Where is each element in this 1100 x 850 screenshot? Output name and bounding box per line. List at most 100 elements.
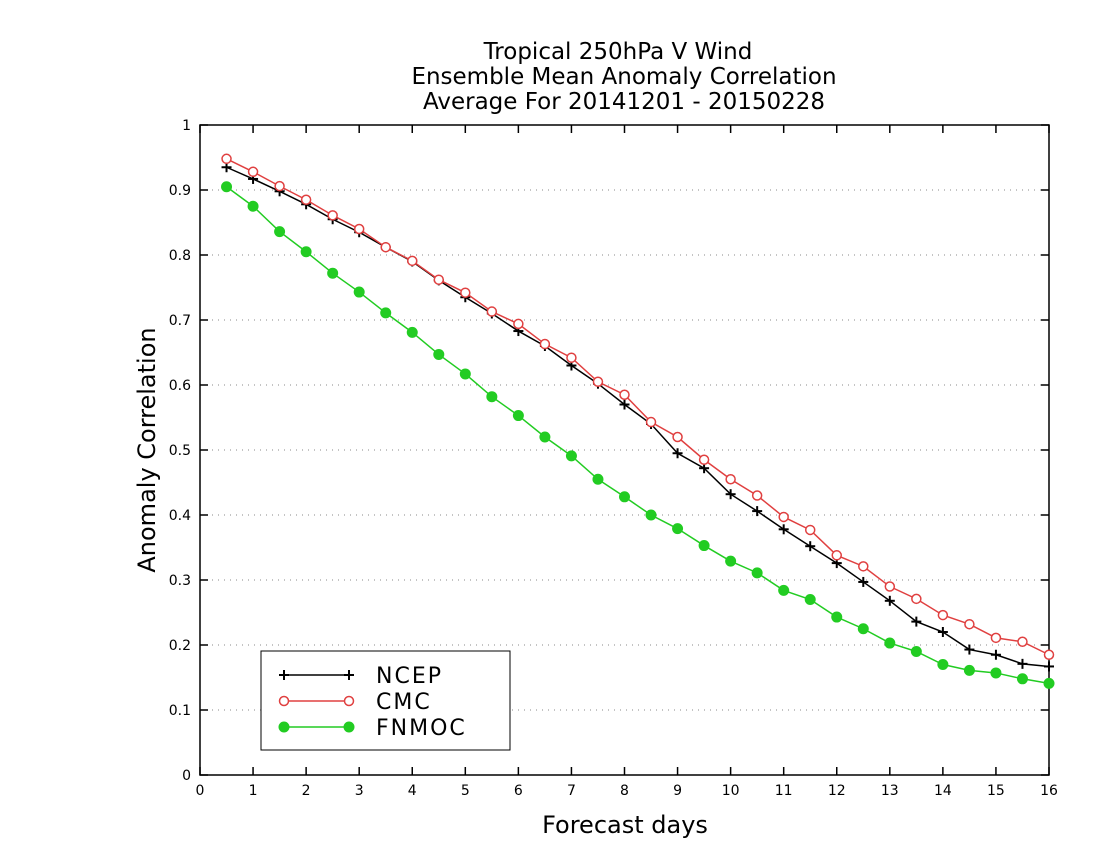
data-point-ncep [1017, 658, 1028, 669]
data-point-cmc [353, 223, 365, 235]
series-line-cmc [226, 158, 1050, 656]
chart-title-line-2: Ensemble Mean Anomaly Correlation [411, 64, 836, 90]
data-point-fnmoc [406, 326, 418, 338]
data-point-ncep [725, 489, 736, 500]
x-tick-label: 16 [1040, 783, 1058, 799]
y-tick-label: 0 [182, 768, 191, 784]
x-tick-label: 10 [722, 783, 740, 799]
data-point-fnmoc [1043, 677, 1055, 689]
x-axis: 0 1 2 3 4 5 6 7 8 9 10 11 12 13 14 15 16 [196, 125, 1058, 799]
data-point-fnmoc [565, 450, 577, 462]
data-point-ncep [778, 524, 789, 535]
data-point-fnmoc [698, 540, 710, 552]
y-tick-label: 0.9 [169, 183, 191, 199]
data-point-ncep [619, 399, 630, 410]
legend-marker-cmc [343, 695, 355, 707]
legend-marker-ncep [344, 670, 354, 680]
x-tick-label: 0 [196, 783, 205, 799]
data-point-fnmoc [857, 623, 869, 635]
data-point-fnmoc [247, 200, 259, 212]
data-point-fnmoc [619, 491, 630, 503]
data-point-ncep [990, 649, 1001, 660]
x-tick-label: 2 [302, 783, 311, 799]
data-point-fnmoc [1016, 673, 1028, 685]
legend-marker-cmc [278, 695, 290, 707]
data-point-fnmoc [804, 594, 816, 605]
data-point-fnmoc [645, 509, 657, 521]
series-ncep [221, 162, 1054, 672]
data-point-cmc [486, 306, 498, 317]
data-point-cmc [274, 180, 285, 192]
x-tick-label: 13 [881, 783, 899, 799]
series-cmc [221, 153, 1055, 660]
legend-label-ncep: NCEP [376, 664, 443, 689]
y-tick-label: 0.1 [169, 703, 191, 719]
data-point-fnmoc [937, 659, 949, 670]
data-point-cmc [327, 210, 338, 221]
data-point-cmc [725, 474, 736, 485]
data-point-fnmoc [486, 391, 498, 403]
data-point-fnmoc [459, 368, 471, 380]
data-point-cmc [433, 274, 445, 285]
data-point-ncep [964, 644, 975, 655]
data-point-fnmoc [778, 584, 790, 596]
legend-marker-fnmoc [343, 721, 355, 733]
data-point-cmc [990, 632, 1002, 644]
series-line-ncep [226, 166, 1050, 668]
data-point-cmc [247, 166, 259, 178]
y-axis: 0 0.1 0.2 0.3 0.4 0.5 0.6 0.7 0.8 0.9 1 [169, 118, 1049, 784]
x-tick-label: 15 [987, 783, 1005, 799]
legend-label-cmc: CMC [376, 690, 432, 715]
data-point-cmc [672, 431, 683, 443]
data-point-cmc [221, 153, 232, 165]
chart-title-line-3: Average For 20141201 - 20150228 [423, 89, 825, 115]
data-point-fnmoc [327, 267, 339, 279]
data-point-ncep [884, 595, 895, 606]
x-tick-label: 7 [567, 783, 576, 799]
y-axis-title: Anomaly Correlation [133, 327, 161, 572]
series-layer [221, 153, 1055, 689]
data-point-ncep [937, 627, 948, 637]
x-tick-label: 3 [355, 783, 364, 799]
data-point-cmc [1043, 649, 1055, 660]
data-point-cmc [937, 609, 949, 621]
data-point-cmc [751, 490, 763, 501]
y-tick-label: 0.2 [169, 638, 191, 654]
data-point-fnmoc [380, 307, 392, 319]
data-point-cmc [566, 352, 577, 363]
data-point-ncep [805, 541, 816, 552]
data-point-fnmoc [910, 646, 922, 657]
data-point-ncep [752, 506, 763, 517]
data-point-cmc [804, 524, 816, 536]
y-tick-label: 0.3 [169, 573, 191, 589]
x-axis-title: Forecast days [542, 811, 708, 839]
data-point-fnmoc [751, 567, 763, 579]
data-point-ncep [911, 616, 922, 627]
data-point-fnmoc [963, 664, 975, 676]
data-point-cmc [831, 550, 842, 561]
series-fnmoc [221, 181, 1055, 689]
data-point-cmc [380, 241, 391, 253]
data-point-cmc [698, 454, 710, 465]
data-point-fnmoc [884, 637, 896, 649]
data-point-fnmoc [512, 410, 524, 422]
data-point-cmc [539, 338, 551, 350]
data-point-cmc [778, 511, 789, 523]
y-tick-label: 1 [182, 118, 191, 134]
legend-label-fnmoc: FNMOC [376, 716, 467, 741]
x-tick-label: 9 [673, 783, 682, 799]
x-tick-label: 11 [775, 783, 793, 799]
data-point-cmc [513, 318, 524, 330]
data-point-cmc [645, 416, 657, 428]
data-point-cmc [964, 618, 975, 630]
chart-title-line-1: Tropical 250hPa V Wind [483, 39, 753, 65]
data-point-ncep [1044, 661, 1054, 672]
data-point-fnmoc [274, 226, 286, 238]
data-point-fnmoc [221, 181, 233, 193]
data-point-cmc [884, 581, 896, 592]
x-tick-label: 12 [828, 783, 846, 799]
y-tick-label: 0.7 [169, 313, 191, 329]
y-tick-label: 0.4 [169, 508, 191, 524]
